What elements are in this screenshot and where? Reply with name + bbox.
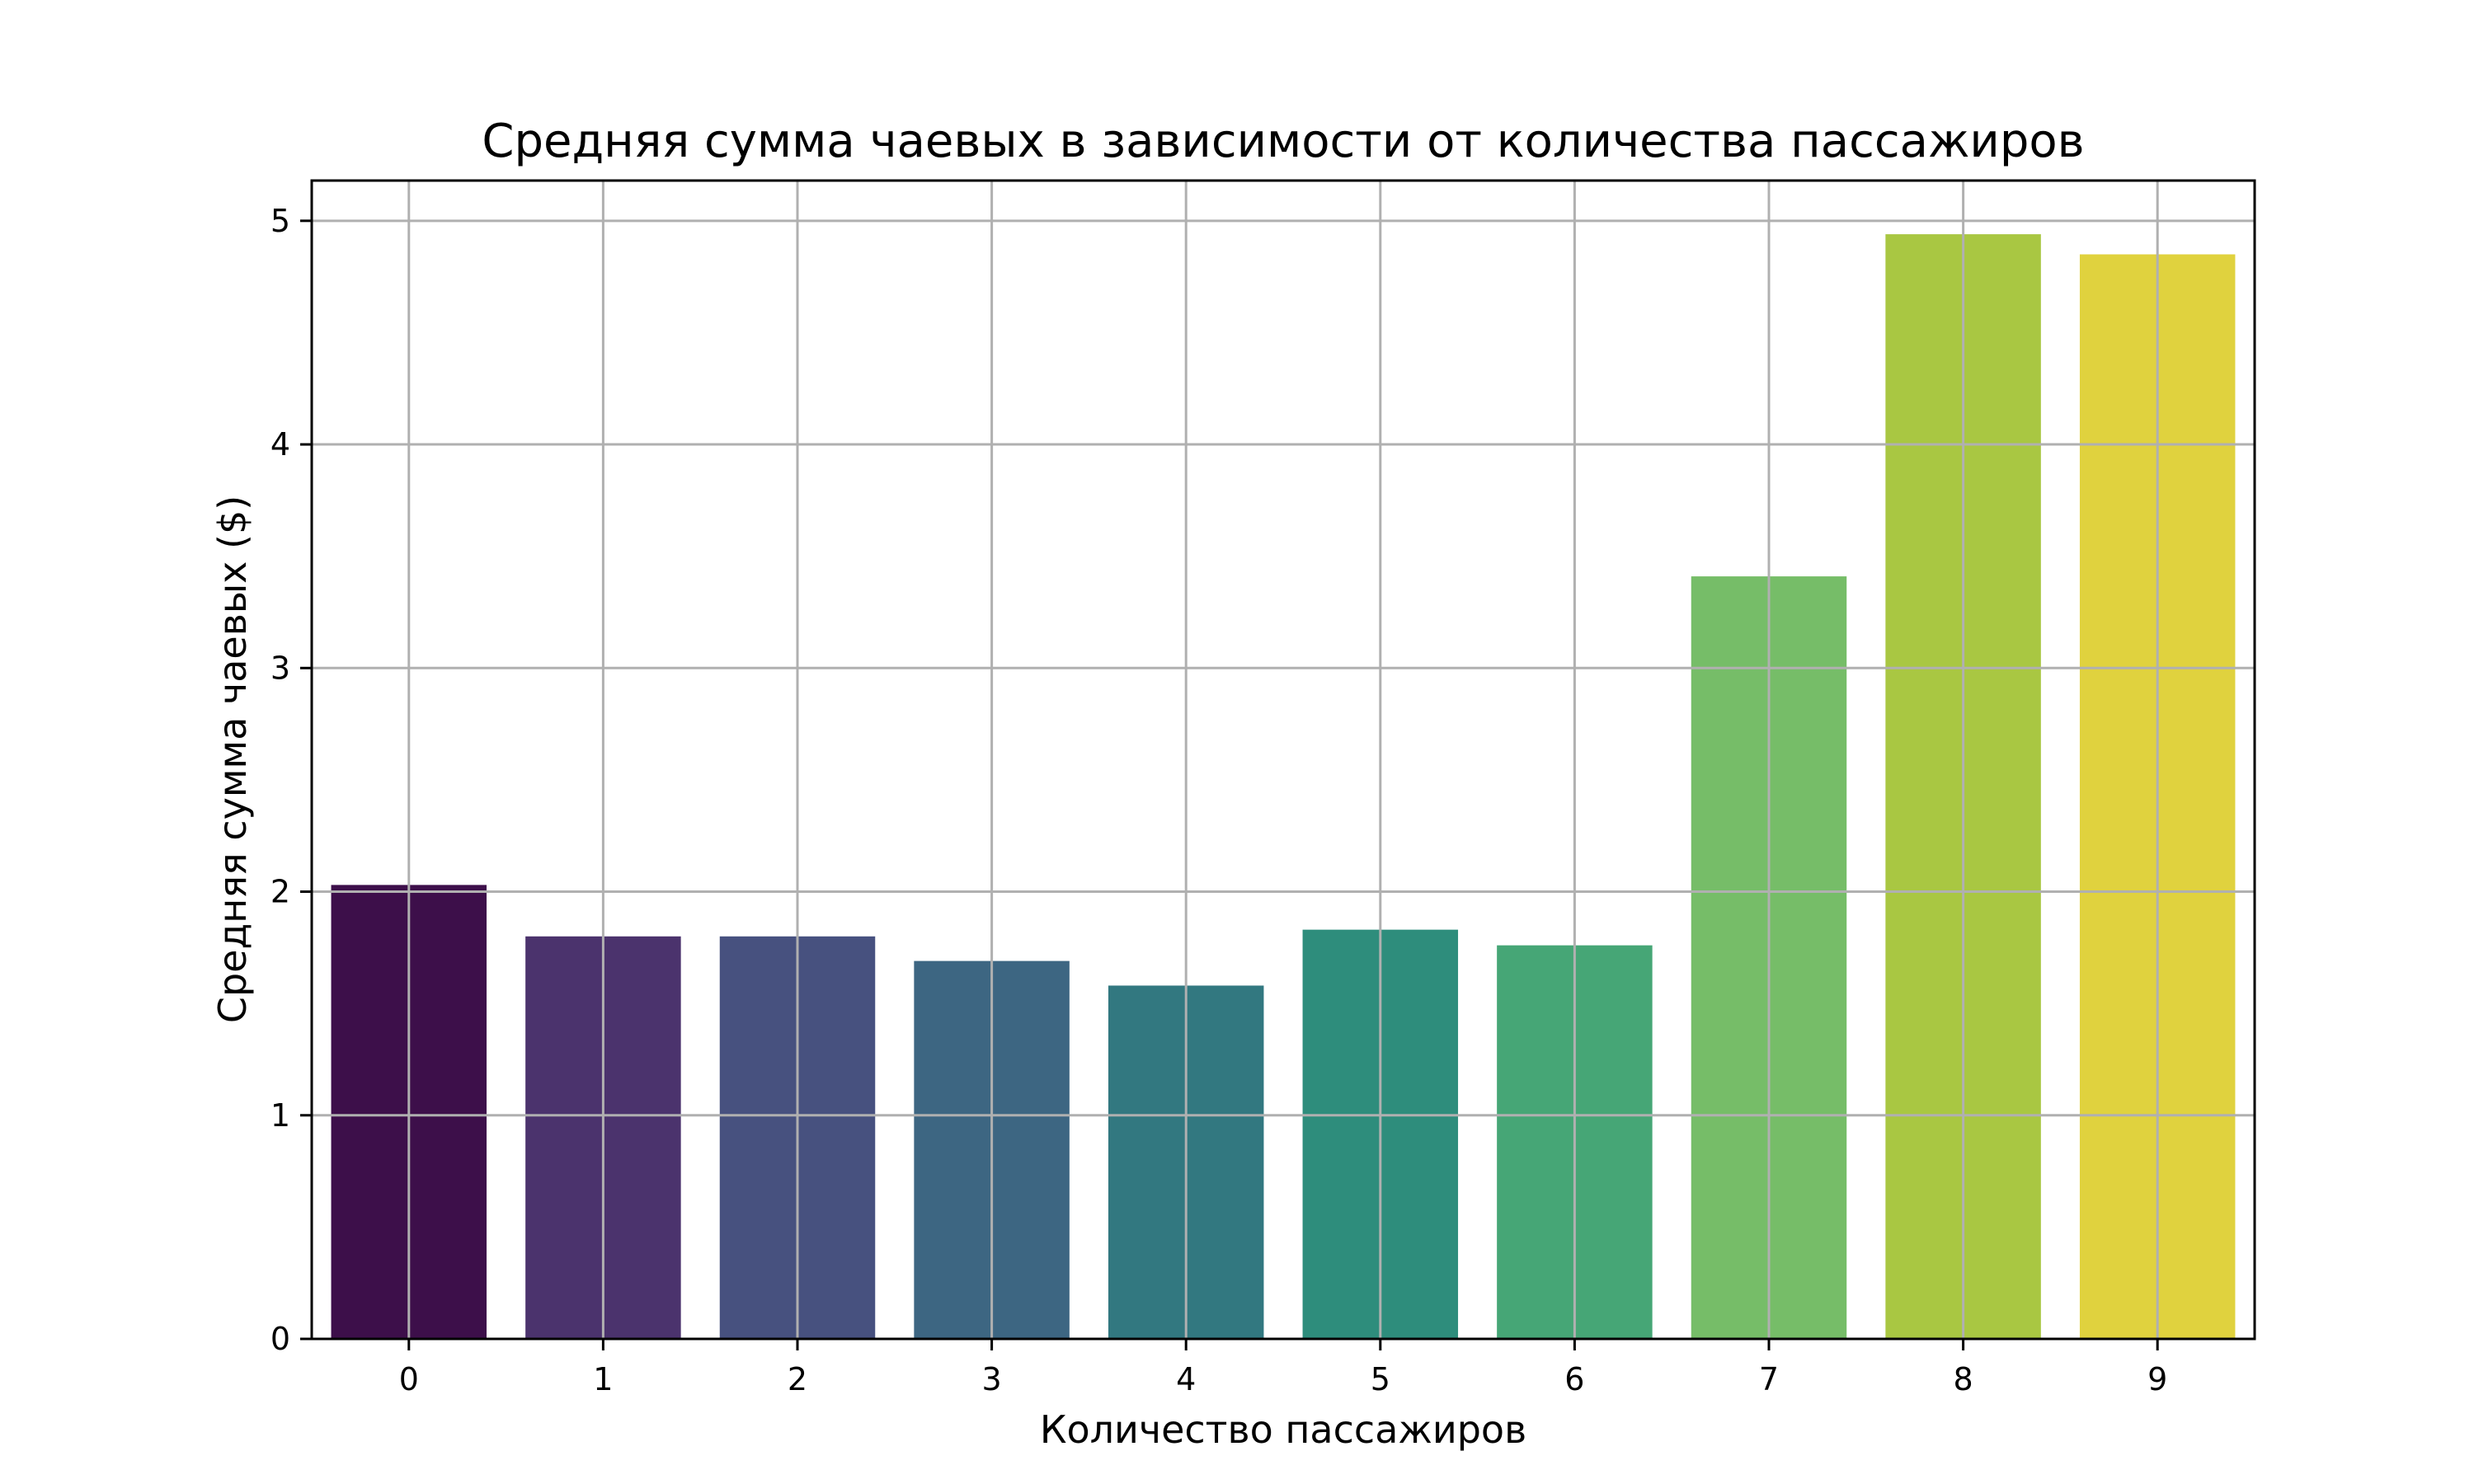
x-tick-label: 3	[982, 1361, 1002, 1397]
x-tick-label: 6	[1564, 1361, 1584, 1397]
y-tick-label: 5	[270, 203, 290, 239]
plot-frame	[310, 179, 2256, 1341]
y-tick-label: 0	[270, 1321, 290, 1357]
ticks: 0 1 2 3 4 5 0 1 2 3 4 5 6 7 8 9	[270, 203, 2167, 1397]
x-axis-label: Количество пассажиров	[1040, 1407, 1526, 1452]
x-tick-label: 2	[788, 1361, 807, 1397]
x-tick-label: 9	[2147, 1361, 2167, 1397]
y-tick-label: 1	[270, 1097, 290, 1134]
x-tick-label: 0	[399, 1361, 419, 1397]
x-tick-label: 8	[1954, 1361, 1973, 1397]
x-tick-label: 1	[593, 1361, 613, 1397]
y-tick-label: 4	[270, 426, 290, 463]
chart-title: Средняя сумма чаевых в зависимости от ко…	[482, 115, 2084, 168]
y-axis-label: Средняя сумма чаевых ($)	[210, 495, 255, 1023]
y-tick-label: 3	[270, 650, 290, 686]
x-tick-label: 5	[1371, 1361, 1390, 1397]
x-tick-label: 7	[1759, 1361, 1779, 1397]
y-tick-label: 2	[270, 874, 290, 910]
x-tick-label: 4	[1176, 1361, 1196, 1397]
